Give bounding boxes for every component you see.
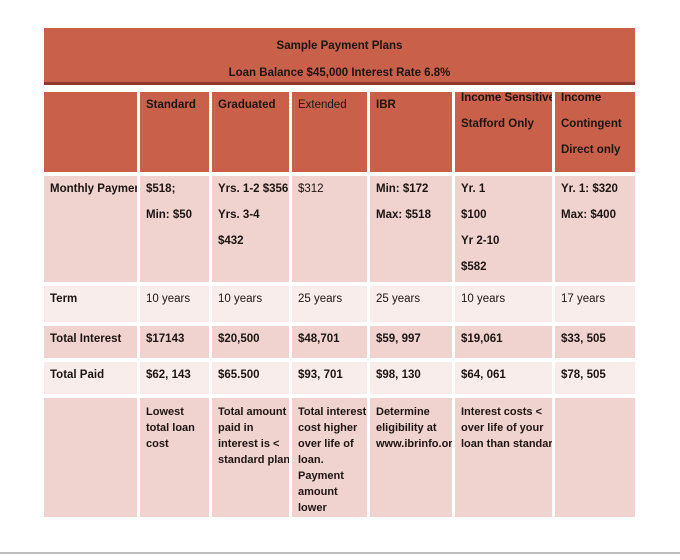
column-header-extended: Extended <box>292 92 367 172</box>
page-edge-line <box>0 552 680 554</box>
monthly-payment-income-contingent-cell: Yr. 1: $320 Max: $400 <box>555 176 635 282</box>
term-income-contingent-cell: 17 years <box>555 286 635 322</box>
monthly-payment-extended-cell: $312 <box>292 176 367 282</box>
term-ibr-cell: 25 years <box>370 286 452 322</box>
row-label-total-interest: Total Interest <box>44 326 137 358</box>
monthly-payment-ibr-cell: Min: $172 Max: $518 <box>370 176 452 282</box>
total-interest-income-contingent-cell: $33, 505 <box>555 326 635 358</box>
row-label-term: Term <box>44 286 137 322</box>
column-header-graduated: Graduated <box>212 92 289 172</box>
row-label-monthly-payment: Monthly Payment <box>44 176 137 282</box>
header-empty-cell <box>44 92 137 172</box>
note-ibr-cell: Determine eligibility at www.ibrinfo.org <box>370 398 452 517</box>
monthly-payment-standard-cell: $518; Min: $50 <box>140 176 209 282</box>
note-extended-cell: Total interest cost higher over life of … <box>292 398 367 517</box>
title-line-1: Sample Payment Plans <box>276 40 403 52</box>
total-paid-extended-cell: $93, 701 <box>292 362 367 394</box>
total-paid-ibr-cell: $98, 130 <box>370 362 452 394</box>
title-line-2: Loan Balance $45,000 Interest Rate 6.8% <box>228 67 451 79</box>
payment-plans-table: Standard Graduated Extended IBR Income S… <box>44 92 635 517</box>
notes-row-label-empty <box>44 398 137 517</box>
term-graduated-cell: 10 years <box>212 286 289 322</box>
total-interest-graduated-cell: $20,500 <box>212 326 289 358</box>
total-paid-income-contingent-cell: $78, 505 <box>555 362 635 394</box>
column-header-income-contingent: Income Contingent Direct only <box>555 92 635 172</box>
column-header-ibr: IBR <box>370 92 452 172</box>
total-paid-standard-cell: $62, 143 <box>140 362 209 394</box>
note-income-contingent-cell-empty <box>555 398 635 517</box>
monthly-payment-graduated-cell: Yrs. 1-2 $356 Yrs. 3-4 $432 <box>212 176 289 282</box>
total-interest-extended-cell: $48,701 <box>292 326 367 358</box>
column-header-standard: Standard <box>140 92 209 172</box>
table-title: Sample Payment Plans Loan Balance $45,00… <box>44 28 635 85</box>
term-extended-cell: 25 years <box>292 286 367 322</box>
column-header-income-sensitive: Income Sensitive Stafford Only <box>455 92 552 172</box>
total-interest-income-sensitive-cell: $19,061 <box>455 326 552 358</box>
total-interest-standard-cell: $17143 <box>140 326 209 358</box>
total-paid-graduated-cell: $65.500 <box>212 362 289 394</box>
note-graduated-cell: Total amount paid in interest is < stand… <box>212 398 289 517</box>
term-income-sensitive-cell: 10 years <box>455 286 552 322</box>
total-interest-ibr-cell: $59, 997 <box>370 326 452 358</box>
row-label-total-paid: Total Paid <box>44 362 137 394</box>
term-standard-cell: 10 years <box>140 286 209 322</box>
monthly-payment-income-sensitive-cell: Yr. 1 $100 Yr 2-10 $582 <box>455 176 552 282</box>
total-paid-income-sensitive-cell: $64, 061 <box>455 362 552 394</box>
note-standard-cell: Lowest total loan cost <box>140 398 209 517</box>
note-income-sensitive-cell: Interest costs < over life of your loan … <box>455 398 552 517</box>
